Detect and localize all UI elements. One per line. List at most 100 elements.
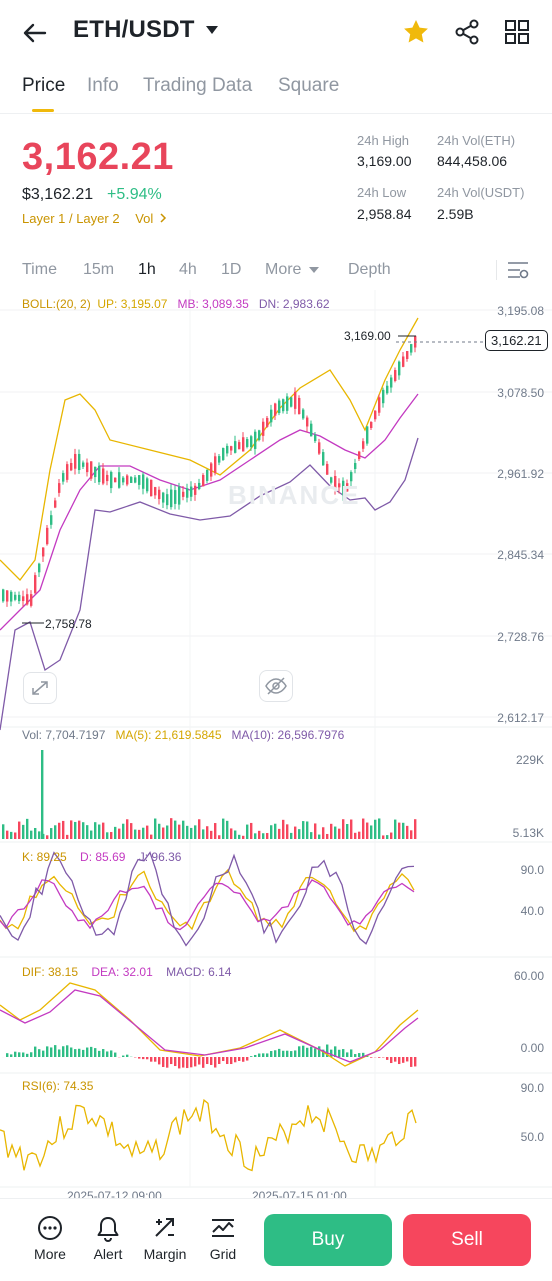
volume-bar — [2, 824, 4, 839]
macd-histogram-bar — [62, 1046, 64, 1057]
star-icon[interactable] — [401, 17, 431, 47]
hide-eye-icon[interactable] — [259, 670, 293, 702]
macd-histogram-bar — [342, 1049, 344, 1057]
candle-body — [394, 370, 396, 381]
candle-body — [218, 456, 220, 462]
macd-histogram-bar — [266, 1053, 268, 1057]
candle-body — [122, 478, 124, 483]
volume-bar — [18, 822, 20, 839]
macd-histogram-bar — [222, 1057, 224, 1061]
candle-body — [38, 564, 40, 573]
candle-body — [2, 589, 4, 601]
tab-square[interactable]: Square — [278, 75, 339, 97]
macd-histogram-bar — [158, 1057, 160, 1064]
volume-bar — [86, 825, 88, 839]
interval-depth[interactable]: Depth — [348, 261, 391, 279]
volume-bar — [414, 819, 416, 839]
grid-icon[interactable] — [503, 18, 531, 46]
category-tags[interactable]: Layer 1 / Layer 2 Vol — [22, 211, 167, 226]
vol-link[interactable]: Vol — [135, 211, 153, 226]
macd-histogram-bar — [94, 1048, 96, 1057]
macd-histogram-bar — [86, 1048, 88, 1057]
rsi-legend: RSI(6): 74.35 — [22, 1079, 93, 1093]
chevron-down-icon[interactable] — [206, 26, 218, 34]
macd-histogram-bar — [106, 1051, 108, 1057]
pair-title[interactable]: ETH/USDT — [73, 16, 195, 44]
more-button[interactable]: More — [25, 1214, 75, 1262]
macd-histogram-bar — [114, 1053, 116, 1057]
volume-legend: Vol: 7,704.7197 MA(5): 21,619.5845 MA(10… — [22, 728, 344, 742]
boll-middle-line — [0, 394, 418, 630]
macd-histogram-bar — [398, 1057, 400, 1064]
macd-histogram-bar — [146, 1057, 148, 1059]
last-price-tag[interactable]: 3,162.21 — [485, 330, 548, 351]
volume-bar — [26, 819, 28, 839]
chart-settings-icon[interactable] — [506, 260, 530, 280]
kline-chart[interactable] — [0, 290, 552, 1195]
interval-more[interactable]: More — [265, 261, 301, 279]
kdj-axis-label: 90.0 — [521, 863, 544, 877]
candle-body — [198, 483, 200, 489]
volume-bar — [298, 829, 300, 839]
macd-histogram-bar — [74, 1049, 76, 1057]
macd-histogram-bar — [190, 1057, 192, 1067]
last-price: 3,162.21 — [22, 136, 174, 179]
macd-histogram-bar — [238, 1057, 240, 1061]
macd-histogram-bar — [390, 1057, 392, 1063]
macd-histogram-bar — [282, 1051, 284, 1057]
volume-bar — [78, 821, 80, 839]
category-tag-label[interactable]: Layer 1 / Layer 2 — [22, 211, 120, 226]
candle-body — [106, 475, 108, 481]
macd-histogram-bar — [314, 1048, 316, 1057]
interval-1d[interactable]: 1D — [221, 261, 241, 279]
candle-body — [62, 473, 64, 482]
macd-histogram-bar — [242, 1057, 244, 1062]
tab-trading-data[interactable]: Trading Data — [143, 75, 252, 97]
volume-bar — [330, 824, 332, 839]
candle-body — [46, 528, 48, 544]
candle-body — [326, 464, 328, 475]
candle-body — [42, 548, 44, 557]
candle-body — [262, 422, 264, 436]
back-arrow-icon[interactable] — [20, 18, 50, 48]
interval-time[interactable]: Time — [22, 261, 57, 279]
tab-info[interactable]: Info — [87, 75, 119, 97]
candle-body — [166, 494, 168, 505]
fullscreen-icon[interactable] — [23, 672, 57, 704]
volume-bar — [174, 821, 176, 839]
volume-bar — [358, 832, 360, 839]
buy-button[interactable]: Buy — [264, 1214, 392, 1266]
interval-1h[interactable]: 1h — [138, 261, 156, 279]
macd-histogram-bar — [178, 1057, 180, 1068]
candle-body — [374, 411, 376, 420]
candle-body — [14, 595, 16, 600]
macd-histogram-bar — [66, 1045, 68, 1057]
candle-body — [354, 463, 356, 469]
volume-bar — [406, 826, 408, 839]
volume-bar — [194, 825, 196, 839]
macd-histogram-bar — [182, 1057, 184, 1068]
macd-histogram-bar — [82, 1050, 84, 1057]
candle-body — [142, 474, 144, 488]
volume-bar — [286, 824, 288, 839]
tab-price[interactable]: Price — [22, 75, 65, 97]
grid-button[interactable]: Grid — [198, 1214, 248, 1262]
volume-bar — [142, 828, 144, 839]
interval-15m[interactable]: 15m — [83, 261, 114, 279]
macd-histogram-bar — [198, 1057, 200, 1065]
interval-4h[interactable]: 4h — [179, 261, 197, 279]
chevron-down-icon[interactable] — [309, 267, 319, 273]
candle-body — [230, 446, 232, 450]
volume-bar — [410, 830, 412, 839]
volume-axis-label: 229K — [516, 753, 544, 767]
macd-histogram-bar — [354, 1054, 356, 1057]
candle-body — [82, 462, 84, 466]
candle-body — [158, 490, 160, 499]
share-icon[interactable] — [453, 18, 481, 46]
alert-button[interactable]: Alert — [83, 1214, 133, 1262]
macd-histogram-bar — [22, 1052, 24, 1057]
macd-dif: DIF: 38.15 — [22, 965, 78, 979]
sell-button[interactable]: Sell — [403, 1214, 531, 1266]
margin-button[interactable]: Margin — [140, 1214, 190, 1262]
candle-body — [290, 397, 292, 406]
